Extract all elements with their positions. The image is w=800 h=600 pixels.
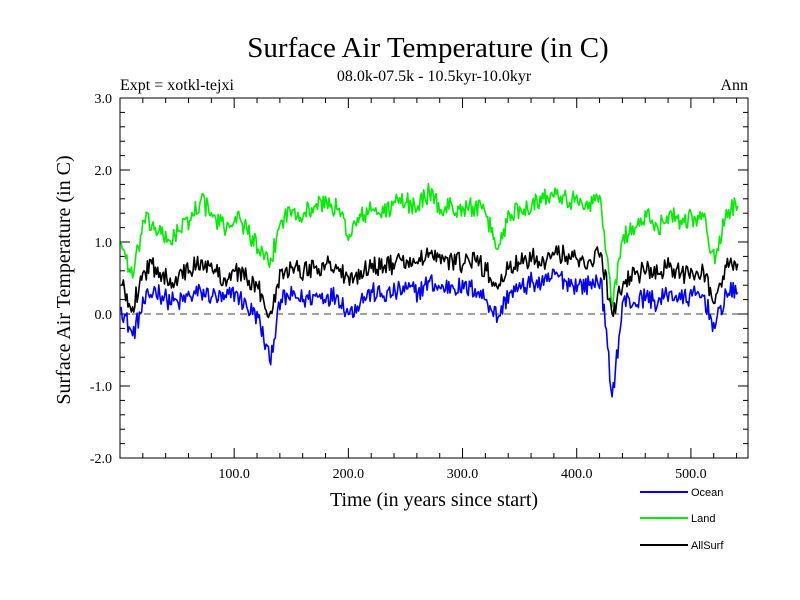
x-tick-label: 500.0 bbox=[675, 467, 707, 482]
x-tick-label: 300.0 bbox=[447, 467, 479, 482]
legend: Ocean Land AllSurf bbox=[640, 487, 724, 552]
series-line-land bbox=[120, 182, 739, 308]
expt-label: Expt = xotkl-tejxi bbox=[120, 77, 234, 94]
season-label: Ann bbox=[720, 77, 748, 94]
plot-area: -2.0 -1.0 0.0 1.0 2.0 3.0 100.0 200.0 300.0 400.0… bbox=[90, 92, 749, 482]
chart-title: Surface Air Temperature (in C) bbox=[247, 32, 608, 64]
legend-label-allsurf: AllSurf bbox=[691, 540, 724, 552]
x-tick-label: 200.0 bbox=[333, 467, 365, 482]
plot-frame bbox=[119, 97, 749, 459]
y-tick-label: 0.0 bbox=[95, 308, 113, 323]
x-tick-label: 100.0 bbox=[218, 467, 250, 482]
x-tick-label: 400.0 bbox=[561, 467, 593, 482]
y-tick-label: 3.0 bbox=[95, 92, 113, 107]
y-tick-label: -2.0 bbox=[90, 452, 112, 467]
chart-subtitle: 08.0k-07.5k - 10.5kyr-10.0kyr bbox=[337, 68, 532, 85]
y-axis-label: Surface Air Temperature (in C) bbox=[53, 155, 75, 404]
legend-label-land: Land bbox=[691, 513, 715, 525]
x-axis-label: Time (in years since start) bbox=[330, 489, 538, 511]
y-tick-label: 2.0 bbox=[95, 164, 113, 179]
series-line-ocean bbox=[120, 268, 739, 398]
y-tick-label: -1.0 bbox=[90, 380, 112, 395]
series-line-allsurf bbox=[120, 244, 739, 319]
legend-label-ocean: Ocean bbox=[691, 487, 723, 499]
y-tick-label: 1.0 bbox=[95, 236, 113, 251]
